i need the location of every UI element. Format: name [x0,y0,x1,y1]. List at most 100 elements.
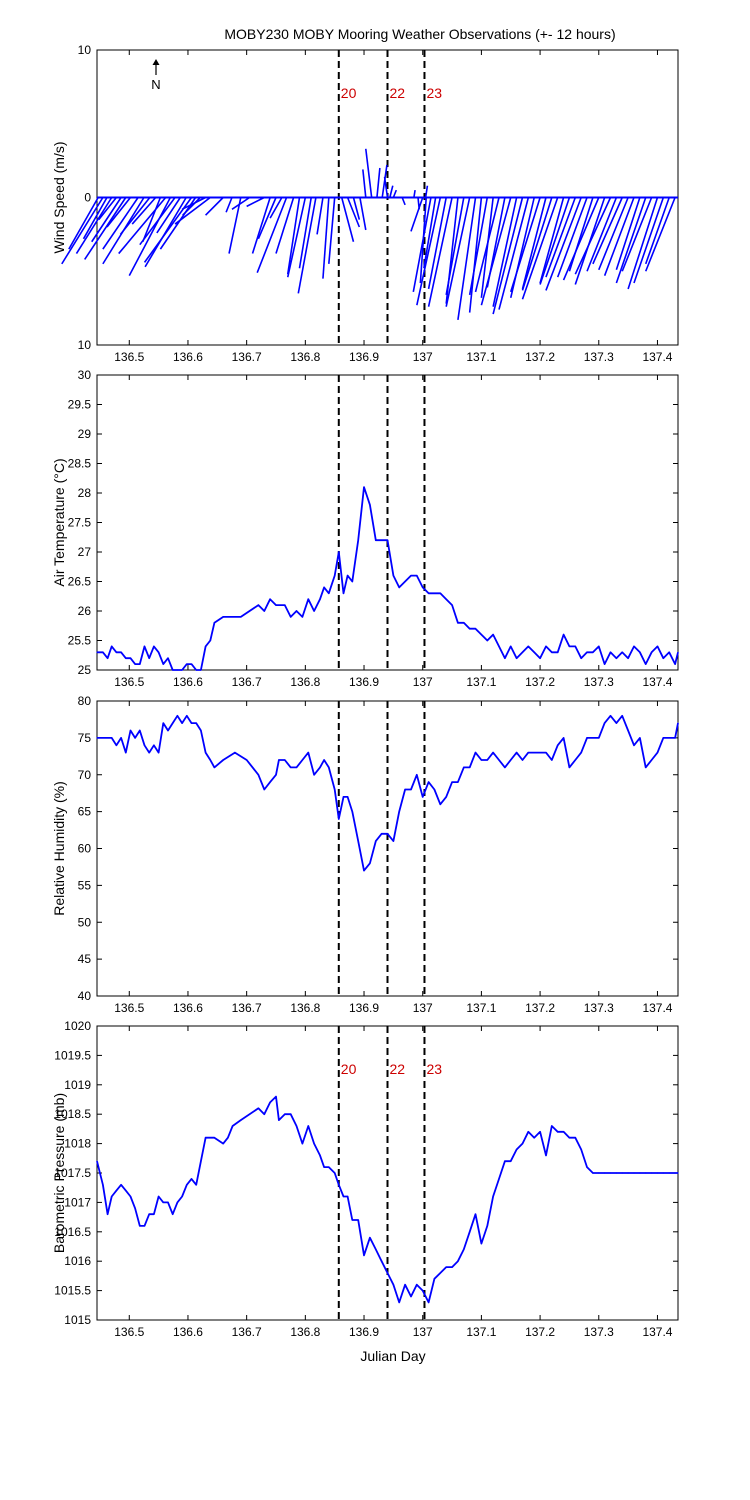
data-point [677,722,679,724]
wind-stick [82,197,108,240]
wind-stick [621,197,653,272]
data-point [148,752,150,754]
wind-stick [389,185,394,198]
data-point [158,651,160,653]
x-tick-label: 136.9 [349,350,379,364]
wind-stick [328,197,336,264]
wind-stick [91,197,122,243]
data-point [323,1166,325,1168]
data-point [246,759,248,761]
data-point [338,551,340,553]
data-point [469,766,471,769]
data-point [167,729,169,732]
y-tick-label: 26.5 [68,575,92,589]
data-point [474,628,477,630]
data-point [674,663,676,665]
data-point [574,1137,576,1139]
data-point [609,715,612,717]
data-point [398,811,400,813]
x-tick-label: 137.4 [642,1325,672,1339]
data-point [295,1125,298,1127]
data-point [148,657,150,659]
data-point [627,1172,629,1174]
y-tick-label: 1016.5 [54,1225,91,1239]
data-point [263,1113,265,1115]
y-tick-label: 75 [78,731,92,745]
wind-stick [98,197,117,221]
y-axis-label: Barometric Pressure (mb) [51,1093,67,1253]
data-point [416,774,418,776]
data-point [404,580,406,583]
data-point [410,788,412,791]
wind-stick [383,176,389,198]
data-point [521,1143,524,1145]
data-point [307,1125,309,1127]
data-point [190,1178,193,1180]
data-point [115,651,117,653]
x-tick-label: 136.8 [290,350,320,364]
data-point [428,592,430,594]
x-tick-label: 137 [413,350,433,364]
data-point [369,1237,371,1239]
data-point [662,1172,664,1174]
data-point [668,651,670,653]
x-tick-label: 137.2 [525,1001,555,1015]
data-point [480,634,482,636]
wind-stick [423,197,437,269]
wind-stick [352,197,361,220]
data-point [143,1225,146,1227]
data-point [563,634,565,636]
wind-stick [633,197,665,284]
data-point [357,539,359,541]
data-point [347,796,349,798]
data-point [107,1213,109,1215]
data-point [633,645,635,648]
data-point [213,766,215,769]
wind-stick [84,197,127,260]
x-tick-label: 137 [413,1325,433,1339]
y-tick-label: 1015.5 [54,1284,91,1298]
data-point [551,1125,553,1127]
data-point [129,657,132,659]
data-point [527,752,529,754]
data-point [96,651,98,653]
data-point [338,818,340,820]
data-point [328,766,330,769]
data-point [232,616,234,618]
data-point [186,663,188,665]
wind-stick [574,197,612,275]
wind-stick [61,197,104,265]
figure-title: MOBY230 MOBY Mooring Weather Observation… [224,26,615,42]
event-marker-label: 23 [426,85,442,101]
data-point [125,752,127,754]
wind-stick [75,197,113,254]
wind-stick [275,197,295,254]
wind-stick [246,196,265,208]
data-point [176,669,178,671]
wind-stick [492,197,524,315]
data-point [410,1295,412,1298]
wind-stick [131,196,157,225]
data-point [205,1137,207,1139]
data-point [342,1195,345,1198]
data-point [172,722,174,724]
data-point [96,1160,98,1162]
y-axis-label: Wind Speed (m/s) [51,141,67,253]
y-tick-label: 1020 [64,1019,91,1033]
data-point [290,1113,292,1115]
x-tick-label: 136.6 [173,675,203,689]
data-point [457,1260,459,1262]
data-point [213,622,215,624]
y-tick-label: 25 [78,663,92,677]
data-point [463,766,465,769]
data-point [357,1219,359,1221]
wind-stick [181,196,206,211]
y-tick-label: 1017 [64,1195,91,1209]
data-point [615,1172,618,1174]
x-tick-label: 137.1 [466,350,496,364]
wind-stick [298,197,312,269]
data-point [539,752,541,754]
data-point [313,1143,315,1145]
data-point [604,1172,606,1174]
data-point [615,722,618,724]
